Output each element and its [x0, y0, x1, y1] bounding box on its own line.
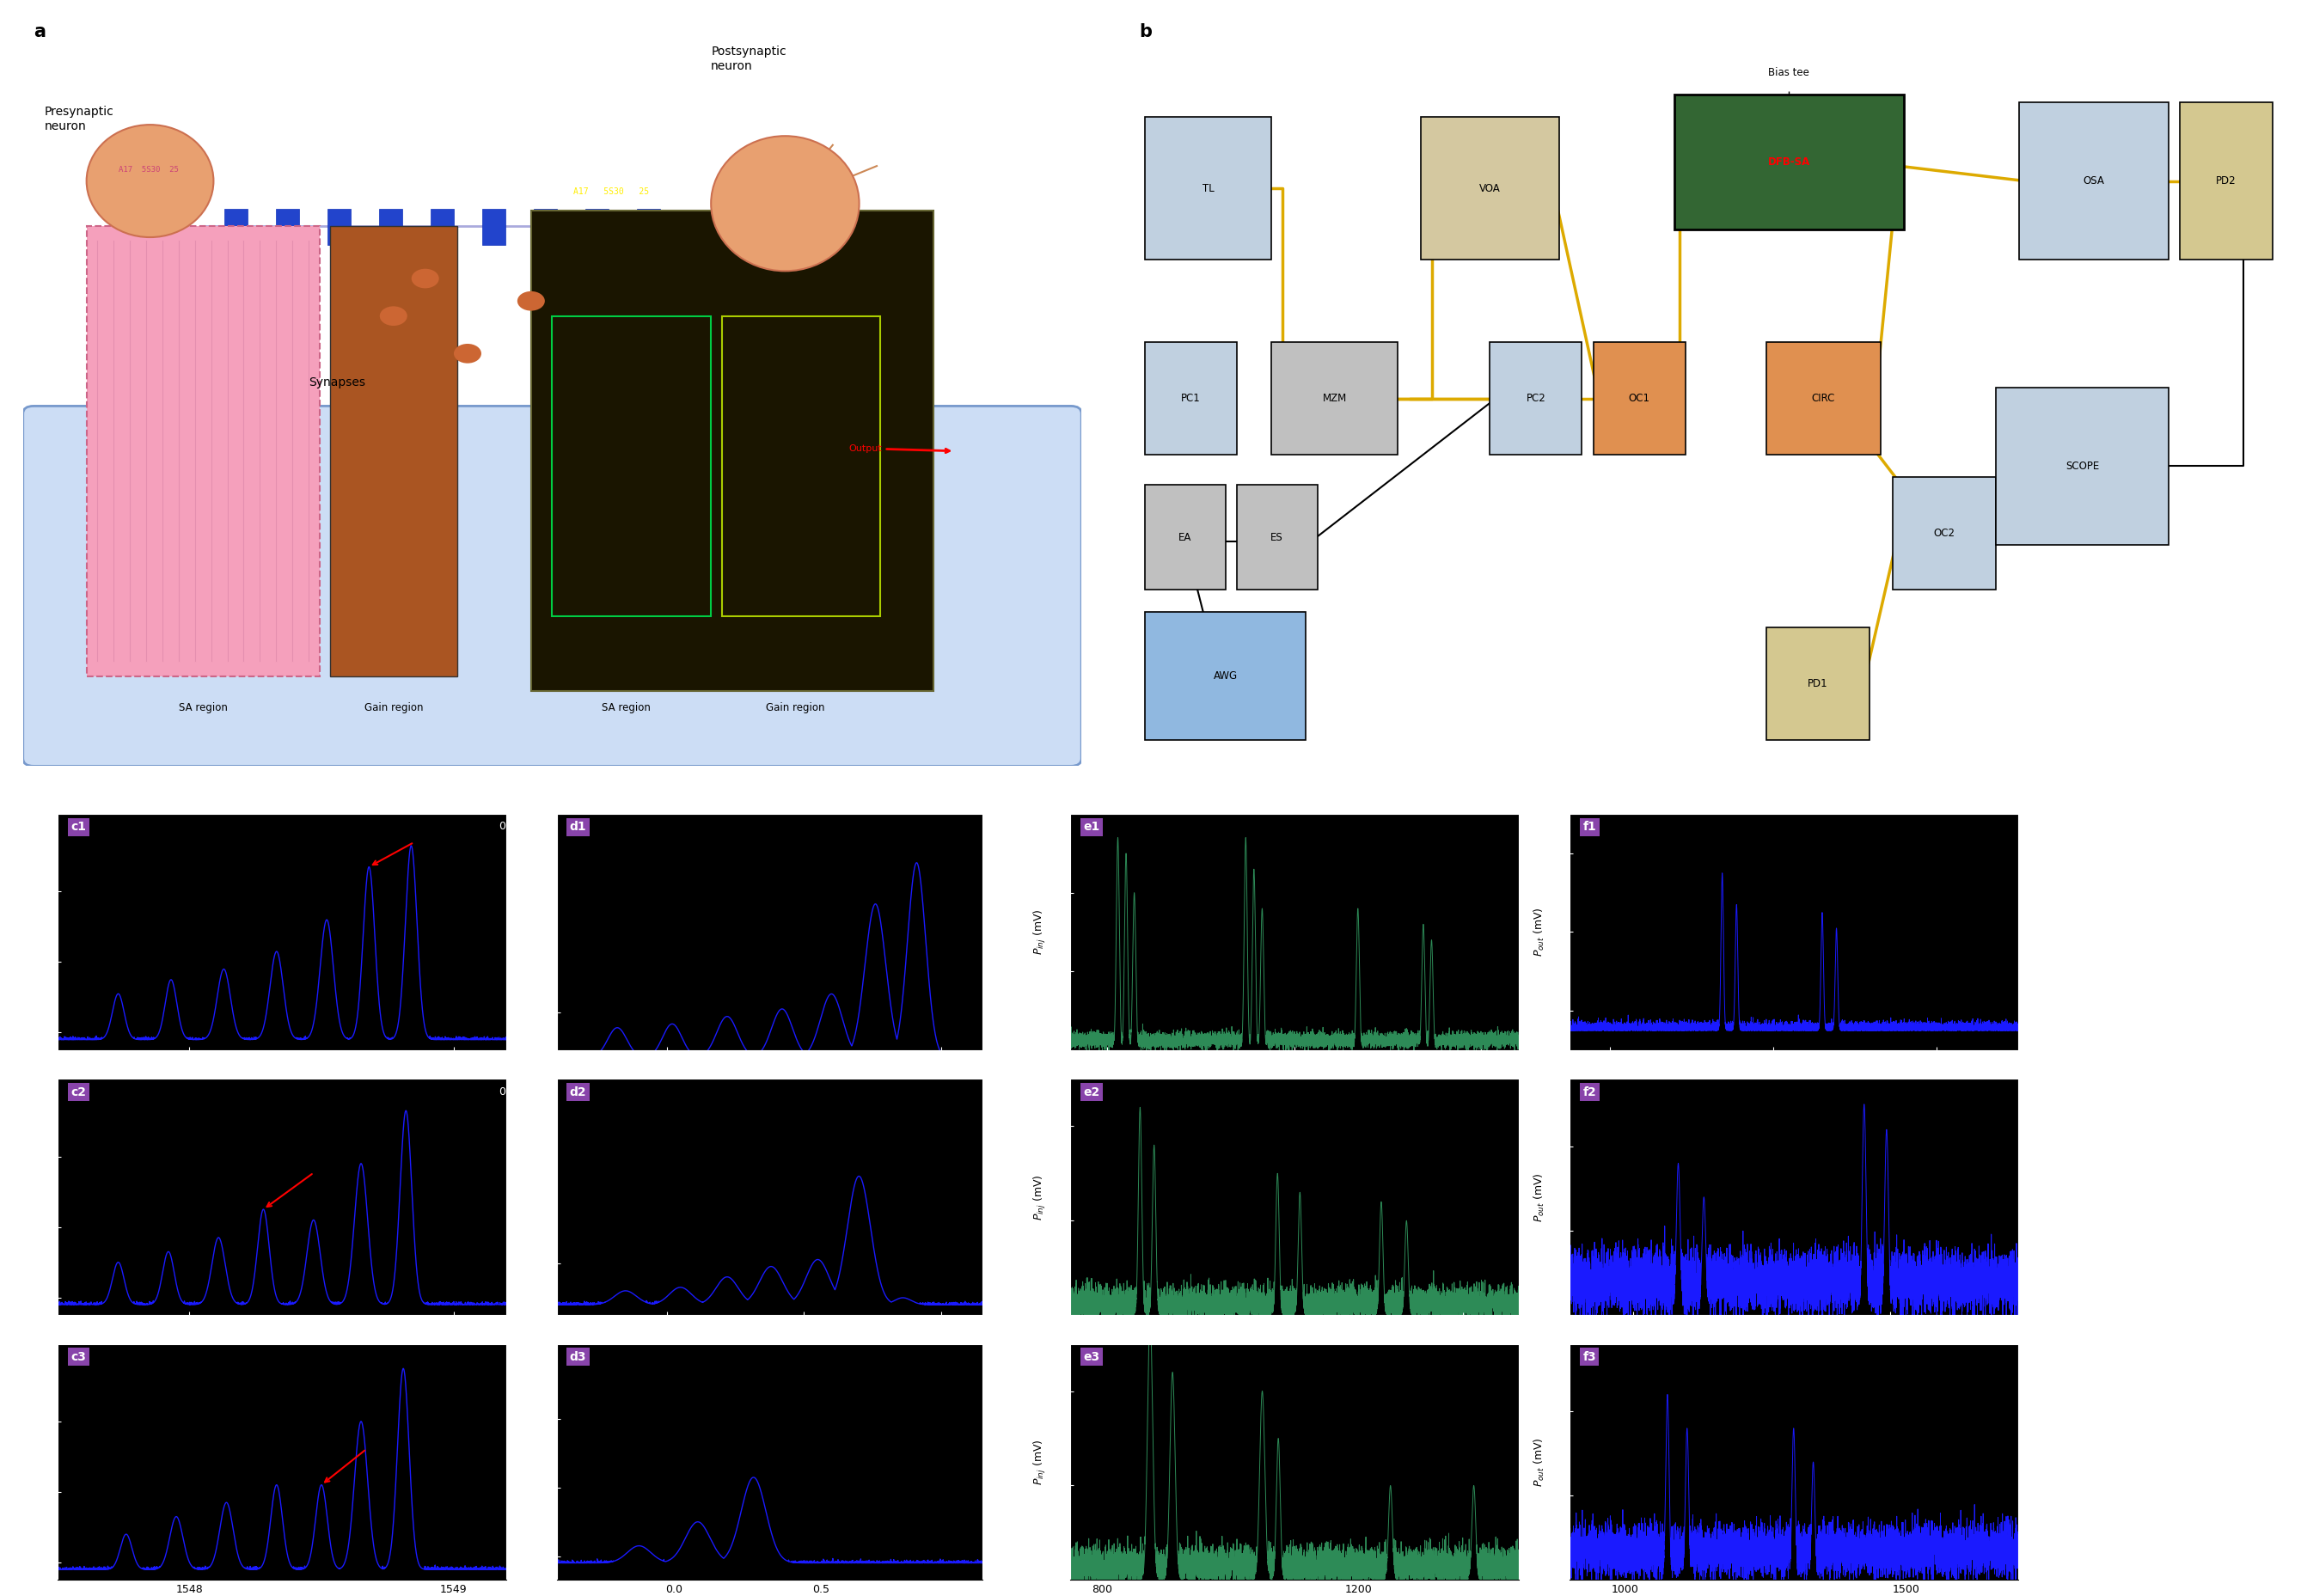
Text: b: b [1139, 24, 1153, 40]
Text: d2: d2 [571, 1085, 587, 1098]
FancyBboxPatch shape [1238, 485, 1316, 591]
Text: f2: f2 [1583, 1085, 1597, 1098]
Text: e2: e2 [1084, 1085, 1100, 1098]
FancyBboxPatch shape [1491, 342, 1583, 455]
Text: d3: d3 [571, 1350, 587, 1363]
Bar [329, 227, 458, 677]
Text: MZM: MZM [1323, 393, 1346, 404]
Bar [584, 209, 607, 244]
Text: d1: d1 [571, 820, 587, 833]
Text: TL: TL [1201, 184, 1215, 195]
Bar [723, 316, 881, 616]
Text: Synapses: Synapses [308, 377, 366, 388]
Text: A17  5S30  25: A17 5S30 25 [117, 166, 179, 174]
FancyBboxPatch shape [1891, 477, 1997, 591]
FancyBboxPatch shape [2020, 102, 2170, 260]
Text: PC1: PC1 [1180, 393, 1201, 404]
Text: OC2: OC2 [1933, 528, 1956, 539]
Text: Gain region: Gain region [364, 702, 423, 713]
Bar [534, 209, 557, 244]
Text: $\lambda_{inj}$: $\lambda_{inj}$ [324, 1432, 387, 1483]
Text: PC2: PC2 [1526, 393, 1546, 404]
Y-axis label: $P_{out}$ (mV): $P_{out}$ (mV) [1532, 907, 1546, 958]
Text: PD2: PD2 [2216, 176, 2237, 187]
FancyBboxPatch shape [1146, 485, 1226, 591]
Text: Bias tee: Bias tee [1769, 67, 1809, 78]
Text: A17   5S30   25: A17 5S30 25 [573, 187, 649, 196]
Bar [552, 316, 711, 616]
Text: c2: c2 [71, 1085, 87, 1098]
Text: $\lambda_{inj}$: $\lambda_{inj}$ [373, 828, 435, 865]
Bar [223, 209, 249, 244]
Bar [532, 211, 934, 691]
Text: Output: Output [849, 444, 950, 453]
Circle shape [518, 290, 545, 311]
Text: $\lambda_{inj}$: $\lambda_{inj}$ [267, 1157, 334, 1207]
Text: SCOPE: SCOPE [2066, 460, 2099, 472]
FancyBboxPatch shape [1592, 342, 1684, 455]
Text: 0: 0 [499, 820, 506, 832]
FancyBboxPatch shape [1146, 342, 1238, 455]
Bar [430, 209, 453, 244]
Text: e1: e1 [1084, 820, 1100, 833]
Bar [87, 227, 320, 677]
Text: AWG: AWG [1213, 670, 1238, 681]
Text: ES: ES [1270, 531, 1284, 543]
Y-axis label: $P_{inj}$ (mV): $P_{inj}$ (mV) [1031, 1175, 1047, 1219]
Bar [276, 209, 299, 244]
FancyBboxPatch shape [1146, 613, 1307, 741]
Y-axis label: $P_{out}$ (mV): $P_{out}$ (mV) [1532, 1171, 1546, 1223]
Text: SA region: SA region [179, 702, 228, 713]
Text: SA region: SA region [603, 702, 651, 713]
Text: Presynaptic
neuron: Presynaptic neuron [44, 105, 113, 132]
Text: Gain region: Gain region [766, 702, 826, 713]
Y-axis label: $P_{out}$ (mV): $P_{out}$ (mV) [1532, 1436, 1546, 1487]
Bar [327, 209, 350, 244]
Y-axis label: $P_{inj}$ (mV): $P_{inj}$ (mV) [1031, 1440, 1047, 1484]
Text: f3: f3 [1583, 1350, 1597, 1363]
Text: a: a [35, 24, 46, 40]
Text: c1: c1 [71, 820, 87, 833]
Text: c3: c3 [71, 1350, 87, 1363]
FancyBboxPatch shape [1767, 627, 1868, 741]
Bar [483, 209, 506, 244]
Text: DFB-SA: DFB-SA [1767, 156, 1811, 168]
FancyBboxPatch shape [1997, 388, 2170, 544]
FancyBboxPatch shape [1270, 342, 1399, 455]
Text: EA: EA [1178, 531, 1192, 543]
Text: PD1: PD1 [1809, 678, 1827, 689]
Text: e3: e3 [1084, 1350, 1100, 1363]
Text: 0: 0 [499, 1085, 506, 1096]
FancyBboxPatch shape [1675, 94, 1905, 230]
Y-axis label: $P_{inj}$ (mV): $P_{inj}$ (mV) [1031, 910, 1047, 954]
Text: OSA: OSA [2082, 176, 2105, 187]
FancyBboxPatch shape [23, 405, 1081, 766]
FancyBboxPatch shape [2181, 102, 2273, 260]
Text: OC1: OC1 [1629, 393, 1650, 404]
Text: Postsynaptic
neuron: Postsynaptic neuron [711, 46, 787, 72]
FancyBboxPatch shape [1422, 117, 1560, 260]
Ellipse shape [711, 136, 858, 271]
Text: f1: f1 [1583, 820, 1597, 833]
Circle shape [412, 268, 439, 289]
Bar [380, 209, 403, 244]
Text: VOA: VOA [1480, 184, 1500, 195]
Circle shape [380, 306, 407, 326]
FancyBboxPatch shape [1146, 117, 1270, 260]
Circle shape [453, 343, 481, 364]
Text: CIRC: CIRC [1811, 393, 1836, 404]
Bar [637, 209, 660, 244]
FancyBboxPatch shape [1767, 342, 1882, 455]
Ellipse shape [87, 124, 214, 238]
